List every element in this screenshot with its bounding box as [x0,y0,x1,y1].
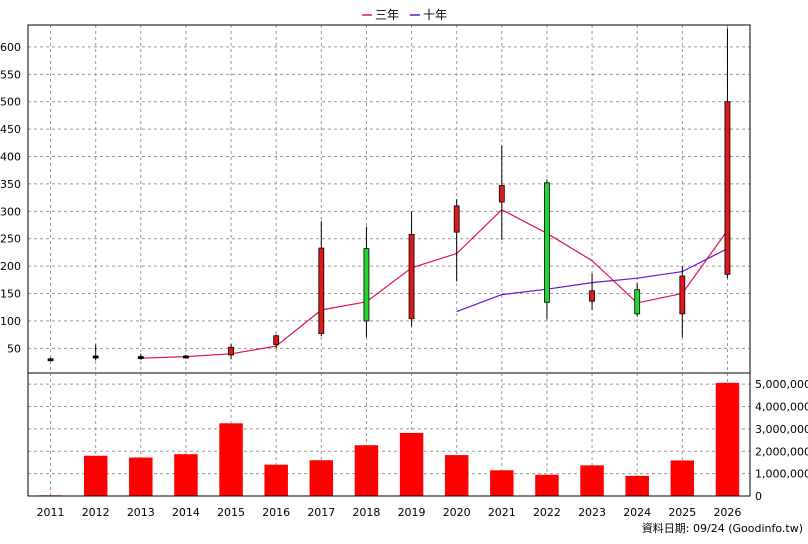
legend-label-10y: 十年 [423,8,447,22]
x-tick-label: 2021 [488,506,516,519]
volume-bar [354,445,379,496]
x-tick-label: 2016 [262,506,290,519]
volume-bar [535,474,559,496]
candle-body [183,355,189,359]
volume-bar [670,460,695,496]
candle-body [679,275,686,315]
volume-bar [129,457,153,496]
axis-layer: 50 100 150 200 250 300 350 400 450 500 550 600 0 1,00… [0,24,808,519]
candle-body [634,289,641,315]
candle-body [408,233,415,320]
plot-frame [27,24,751,497]
price-tick-label: 150 [0,288,21,301]
x-tick-label: 2019 [398,506,426,519]
x-tick-label: 2015 [217,506,245,519]
legend: 三年 十年 [362,8,447,22]
x-tick-label: 2011 [37,506,65,519]
candle-body [92,355,99,359]
price-tick-label: 300 [0,205,21,218]
price-tick-label: 600 [0,41,21,54]
x-tick-label: 2025 [668,506,696,519]
price-tick-label: 350 [0,178,21,191]
volume-layer [38,382,740,497]
candle-body [544,182,550,303]
x-tick-label: 2017 [307,506,335,519]
data-date-credit: 資料日期: 09/24 (Goodinfo.tw) [642,521,803,535]
volume-bar [264,464,288,496]
candle-body [589,290,595,302]
candle-body [498,185,505,203]
price-tick-label: 50 [7,342,21,355]
grid-layer [28,25,750,496]
x-tick-label: 2024 [623,506,651,519]
volume-bar [490,470,514,496]
x-tick-label: 2022 [533,506,561,519]
price-tick-label: 500 [0,96,21,109]
volume-bar [219,423,243,496]
price-tick-label: 250 [0,233,21,246]
volume-tick-label: 4,000,000 [755,401,808,414]
price-tick-label: 450 [0,123,21,136]
price-tick-label: 400 [0,151,21,164]
candle-body [47,358,54,362]
ma-layer [140,208,728,359]
x-tick-label: 2014 [172,506,200,519]
volume-tick-label: 0 [755,490,762,503]
volume-bar [83,455,108,496]
x-tick-label: 2013 [127,506,155,519]
candle-body [318,247,325,334]
ma-3y-line [140,208,728,359]
volume-tick-label: 1,000,000 [755,468,808,481]
volume-tick-label: 2,000,000 [755,445,808,458]
candle-body [273,335,280,345]
volume-bar [444,455,469,496]
price-tick-label: 100 [0,315,21,328]
volume-tick-label: 3,000,000 [755,423,808,436]
candle-body [724,101,731,275]
price-tick-label: 550 [0,68,21,81]
candle-body [137,356,144,359]
candle-body [363,248,370,322]
x-tick-label: 2018 [352,506,380,519]
x-tick-label: 2026 [713,506,741,519]
volume-bar [399,432,424,496]
volume-bar [174,454,198,496]
x-tick-label: 2020 [443,506,471,519]
candle-layer [47,28,731,362]
price-tick-label: 200 [0,260,21,273]
x-tick-label: 2012 [82,506,110,519]
volume-bar [715,382,740,496]
volume-bar [580,465,604,496]
legend-label-3y: 三年 [375,8,399,22]
volume-tick-label: 5,000,000 [755,378,808,391]
candle-body [453,205,460,233]
volume-bar [625,475,649,496]
candle-body [228,346,234,356]
volume-bar [309,460,334,496]
x-tick-label: 2023 [578,506,606,519]
